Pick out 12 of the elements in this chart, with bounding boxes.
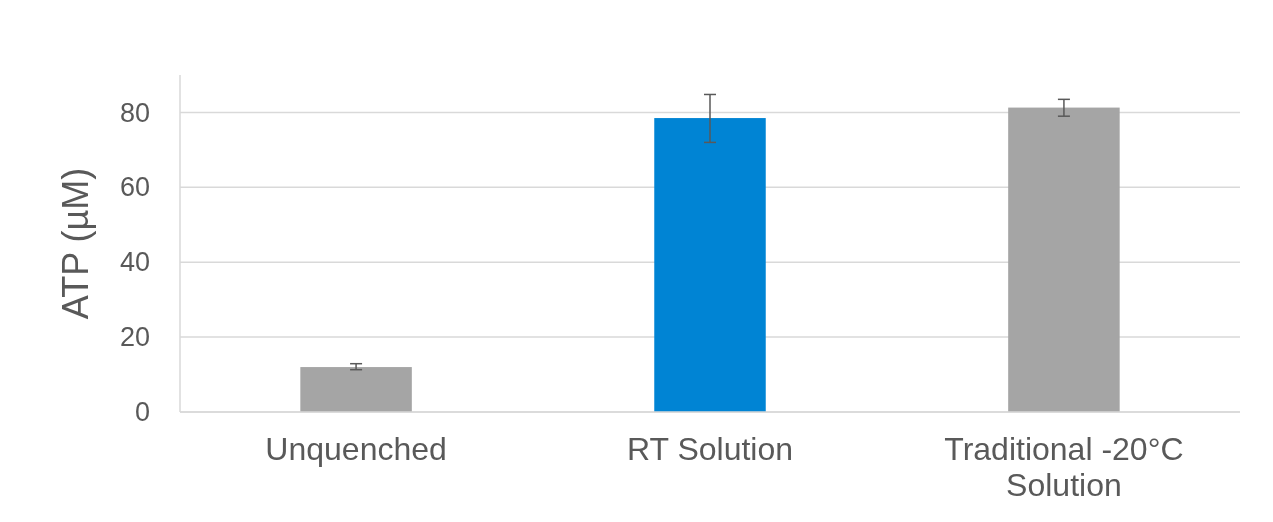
y-tick-label: 20	[119, 322, 150, 353]
bar	[1008, 107, 1120, 412]
x-tick-label: RT Solution	[626, 431, 794, 467]
y-tick-label: 0	[134, 397, 150, 428]
x-tick-label: Traditional -20°C Solution	[944, 431, 1184, 503]
bar	[654, 118, 766, 412]
y-tick-label: 60	[119, 172, 150, 203]
y-tick-label: 40	[119, 247, 150, 278]
y-tick-label: 80	[119, 97, 150, 128]
x-tick-label: Unquenched	[265, 431, 447, 467]
y-axis-title: ATP (µM)	[55, 167, 96, 320]
bar	[300, 367, 412, 412]
